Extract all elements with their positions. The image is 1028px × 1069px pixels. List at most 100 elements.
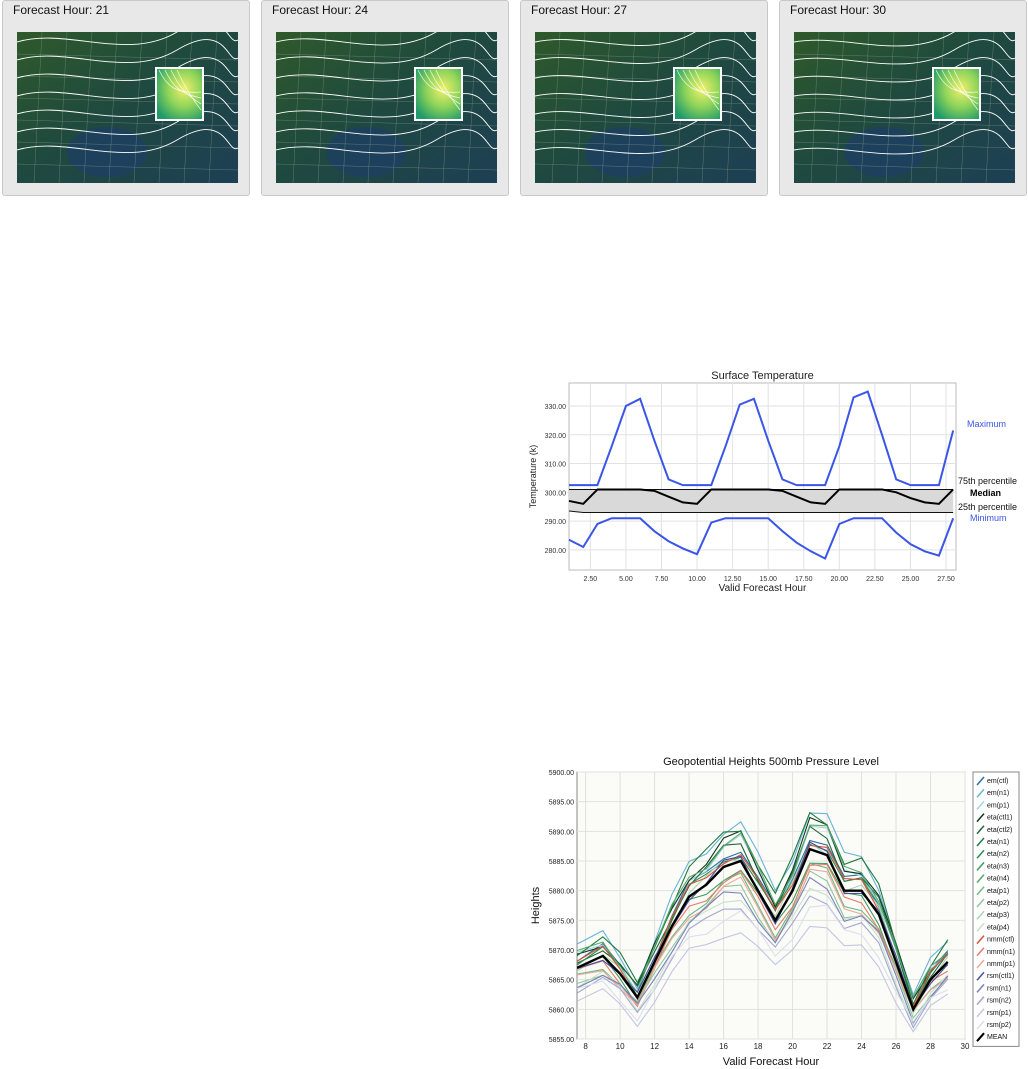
highlight-region xyxy=(415,68,462,120)
y-tick-label: 290.00 xyxy=(545,519,567,526)
contour-line xyxy=(276,111,497,136)
legend-swatch xyxy=(976,947,985,957)
legend-label: em(p1) xyxy=(987,802,1009,809)
forecast-map[interactable] xyxy=(535,32,756,183)
grid-line xyxy=(794,119,1015,127)
contour-line xyxy=(682,69,720,99)
legend-label: nmm(ctl) xyxy=(987,937,1014,944)
x-tick-label: 2.50 xyxy=(584,576,598,583)
forecast-map[interactable] xyxy=(276,32,497,183)
grid-line xyxy=(794,163,1015,171)
y-tick-label: 5880.00 xyxy=(549,889,574,896)
legend-swatch xyxy=(976,898,985,908)
y-tick-label: 330.00 xyxy=(545,404,567,411)
x-tick-label: 22.50 xyxy=(866,576,884,583)
contour-line xyxy=(535,32,756,46)
x-tick-label: 18 xyxy=(754,1042,763,1051)
x-axis-label: Valid Forecast Hour xyxy=(719,583,807,594)
grid-line xyxy=(535,119,756,127)
contour-line xyxy=(17,39,238,63)
forecast-map[interactable] xyxy=(17,32,238,183)
contour-line xyxy=(429,69,461,105)
x-tick-label: 28 xyxy=(926,1042,935,1051)
legend-label: eta(ctl2) xyxy=(987,827,1012,834)
x-tick-label: 20.00 xyxy=(831,576,849,583)
y-tick-label: 5890.00 xyxy=(549,829,574,836)
series-line-minimum xyxy=(568,517,955,560)
legend-label: rsm(n1) xyxy=(987,985,1011,992)
forecast-panel-30[interactable]: Forecast Hour: 30 xyxy=(779,0,1027,196)
x-tick-label: 20 xyxy=(788,1042,797,1051)
grid-line xyxy=(17,53,238,61)
x-tick-label: 22 xyxy=(823,1042,832,1051)
legend-label: eta(p4) xyxy=(987,924,1009,931)
legend-swatch xyxy=(976,800,985,810)
legend-label-median: Median xyxy=(970,488,1001,498)
legend-label: eta(p2) xyxy=(987,900,1009,907)
contour-line xyxy=(941,69,979,99)
grid-line xyxy=(535,141,756,149)
series-line-mean xyxy=(577,847,949,1013)
grid-line xyxy=(535,163,756,171)
contour-line xyxy=(164,69,202,99)
grid-line xyxy=(317,32,327,183)
highlight-box xyxy=(673,67,722,121)
legend-swatch xyxy=(976,922,985,932)
grid-line xyxy=(885,32,895,183)
contour-line xyxy=(794,111,1015,137)
contour-line xyxy=(676,69,720,93)
series-group xyxy=(577,811,949,1033)
highlight-region xyxy=(674,68,721,120)
y-tick-label: 300.00 xyxy=(545,490,567,497)
highlight-region xyxy=(156,68,203,120)
legend-label: eta(n1) xyxy=(987,839,1009,846)
y-tick-label: 5895.00 xyxy=(549,800,574,807)
x-tick-label: 5.00 xyxy=(619,576,633,583)
legend-swatch xyxy=(976,776,985,786)
legend-swatch xyxy=(976,849,985,859)
grid-line xyxy=(467,32,477,183)
forecast-panel-27[interactable]: Forecast Hour: 27 xyxy=(520,0,768,196)
forecast-panel-21[interactable]: Forecast Hour: 21 xyxy=(2,0,250,196)
contour-line xyxy=(694,69,720,111)
contour-line xyxy=(276,32,497,46)
y-axis-label: Heights xyxy=(530,886,542,924)
forecast-panel-24[interactable]: Forecast Hour: 24 xyxy=(261,0,509,196)
legend-label: rsm(ctl1) xyxy=(987,973,1014,980)
contour-line xyxy=(535,111,756,136)
contour-line xyxy=(435,69,461,111)
legend-label: eta(n3) xyxy=(987,863,1009,870)
grid-line xyxy=(985,32,995,183)
legend-swatch xyxy=(976,1020,985,1030)
forecast-map[interactable] xyxy=(794,32,1015,183)
contour-line xyxy=(170,69,202,105)
x-tick-label: 10 xyxy=(616,1042,625,1051)
legend-label-maximum: Maximum xyxy=(967,419,1006,429)
x-tick-label: 14 xyxy=(685,1042,694,1051)
series-line-etap1 xyxy=(577,862,949,1012)
grid-line xyxy=(276,141,497,149)
grid-line xyxy=(726,32,736,183)
legend-label: rsm(p1) xyxy=(987,1010,1011,1017)
x-tick-label: 25.00 xyxy=(902,576,920,583)
panel-title: Forecast Hour: 27 xyxy=(531,3,628,17)
x-tick-label: 27.50 xyxy=(937,576,955,583)
x-tick-label: 7.50 xyxy=(655,576,669,583)
legend-swatch xyxy=(976,983,985,993)
highlight-region xyxy=(933,68,980,120)
legend-label: em(ctl) xyxy=(987,778,1008,785)
legend-label-25th: 25th percentile xyxy=(958,502,1017,512)
y-tick-label: 5875.00 xyxy=(549,918,574,925)
x-tick-label: 17.50 xyxy=(795,576,813,583)
water-region xyxy=(67,127,147,177)
grid-line xyxy=(810,32,820,183)
contour-line xyxy=(276,39,497,64)
panel-title: Forecast Hour: 24 xyxy=(272,3,369,17)
x-tick-label: 8 xyxy=(583,1042,588,1051)
x-tick-label: 30 xyxy=(961,1042,970,1051)
legend-swatch xyxy=(976,910,985,920)
highlight-box xyxy=(414,67,463,121)
contour-line xyxy=(947,69,979,105)
contour-line xyxy=(535,39,756,64)
water-region xyxy=(585,127,665,177)
